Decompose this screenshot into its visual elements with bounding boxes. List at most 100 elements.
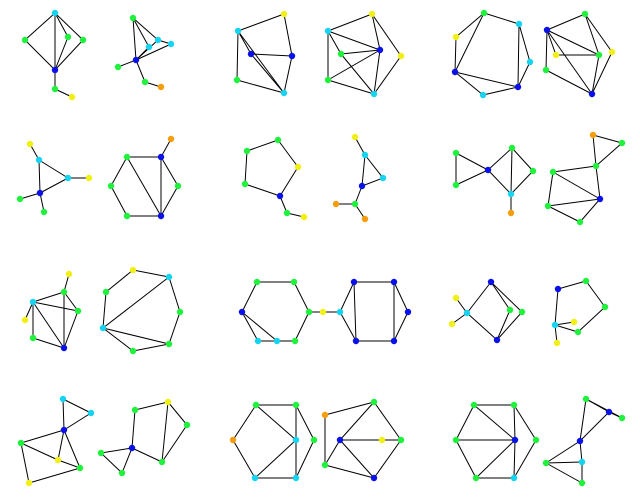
graph-edge — [126, 156, 162, 217]
graph-node — [601, 303, 609, 311]
graph-r4c2b — [321, 398, 405, 482]
graph-node — [233, 76, 241, 84]
graph-edge — [592, 134, 597, 167]
graph-r3c1b — [99, 266, 184, 355]
graph-edge — [393, 311, 409, 342]
graph-node — [129, 266, 137, 274]
graph-edge — [327, 30, 342, 55]
graph-node — [463, 309, 471, 317]
graph-edge — [324, 464, 375, 479]
graph-edge — [132, 17, 159, 41]
graph-r4c2a — [229, 401, 318, 482]
graph-node — [51, 66, 59, 74]
graph-edge — [490, 281, 523, 313]
graph-node — [167, 40, 175, 48]
graph-node — [21, 36, 29, 44]
graph-node — [370, 474, 378, 482]
graph-edge — [327, 30, 381, 51]
graph-r2c1b — [107, 135, 182, 220]
graph-node — [514, 83, 522, 91]
graph-node — [128, 444, 136, 452]
graph-node — [510, 474, 518, 482]
graph-edge — [510, 147, 513, 195]
graph-node — [552, 51, 560, 59]
graph-r1c1a — [21, 9, 87, 101]
graph-node — [229, 436, 237, 444]
graph-edge — [327, 49, 381, 81]
graph-edge — [496, 311, 523, 341]
graph-edge — [57, 459, 81, 469]
graph-edge — [475, 439, 516, 479]
graph-r2c3b — [544, 131, 626, 226]
graph-node — [165, 340, 173, 348]
graph-node — [487, 278, 495, 286]
graph-node — [350, 278, 358, 286]
graph-node — [370, 90, 378, 98]
graph-edge — [24, 301, 34, 321]
graph-node — [549, 168, 557, 176]
graph-node — [351, 200, 359, 208]
graph-node — [529, 167, 537, 175]
graph-edge — [579, 198, 601, 223]
graph-edge — [595, 142, 623, 167]
graph-edge — [102, 327, 170, 345]
graph-node — [60, 288, 68, 296]
graph-node — [165, 273, 173, 281]
graph-edge — [283, 13, 293, 57]
graph-edge — [132, 17, 150, 48]
graph-r1c2a — [233, 10, 296, 97]
graph-node — [114, 63, 122, 71]
graph-edge — [545, 440, 581, 464]
graph-r3c1a — [21, 270, 82, 352]
graph-node — [280, 10, 288, 18]
graph-edge — [28, 467, 81, 484]
graph-node — [29, 334, 37, 342]
graph-edge — [513, 439, 516, 479]
graph-node — [542, 459, 550, 467]
graph-node — [576, 218, 584, 226]
graph-edge — [110, 185, 128, 217]
graph-node — [581, 10, 589, 18]
graph-node — [452, 294, 460, 302]
graph-edge — [547, 205, 581, 223]
graph-node — [588, 90, 596, 98]
graph-edge — [24, 39, 56, 71]
graph-node — [51, 85, 59, 93]
graph-node — [252, 401, 260, 409]
graph-r4c3b — [542, 395, 626, 487]
graph-node — [68, 93, 76, 101]
graph-edge — [24, 12, 56, 41]
graph-node — [542, 66, 550, 74]
graph-edge — [57, 429, 65, 461]
graph-node — [254, 337, 262, 345]
graph-edge — [554, 321, 575, 326]
graph-edge — [353, 281, 357, 342]
graph-node — [176, 308, 184, 316]
graph-edge — [546, 29, 557, 56]
graph-node — [157, 212, 165, 220]
graph-edge — [547, 198, 601, 207]
graph-edge — [237, 30, 285, 94]
graph-edge — [20, 442, 30, 484]
graph-edge — [294, 311, 310, 342]
graph-node — [448, 320, 456, 328]
graph-edge — [54, 36, 69, 71]
graph-edge — [546, 29, 593, 95]
graph-node — [118, 469, 126, 477]
graph-edge — [63, 429, 81, 469]
graph-edge — [513, 404, 537, 441]
graph-node — [238, 308, 246, 316]
graph-node — [54, 456, 62, 464]
graph-node — [36, 189, 44, 197]
graph-node — [526, 58, 534, 66]
graph-node — [358, 182, 366, 190]
graph-edge — [591, 51, 613, 95]
graph-node — [361, 215, 369, 223]
graph-node — [321, 411, 329, 419]
graph-edge — [547, 171, 554, 207]
graph-r1c3a — [451, 9, 534, 99]
graph-node — [294, 163, 302, 171]
graph-edge — [54, 39, 84, 71]
graph-node — [87, 409, 95, 417]
graph-edge — [554, 324, 579, 333]
